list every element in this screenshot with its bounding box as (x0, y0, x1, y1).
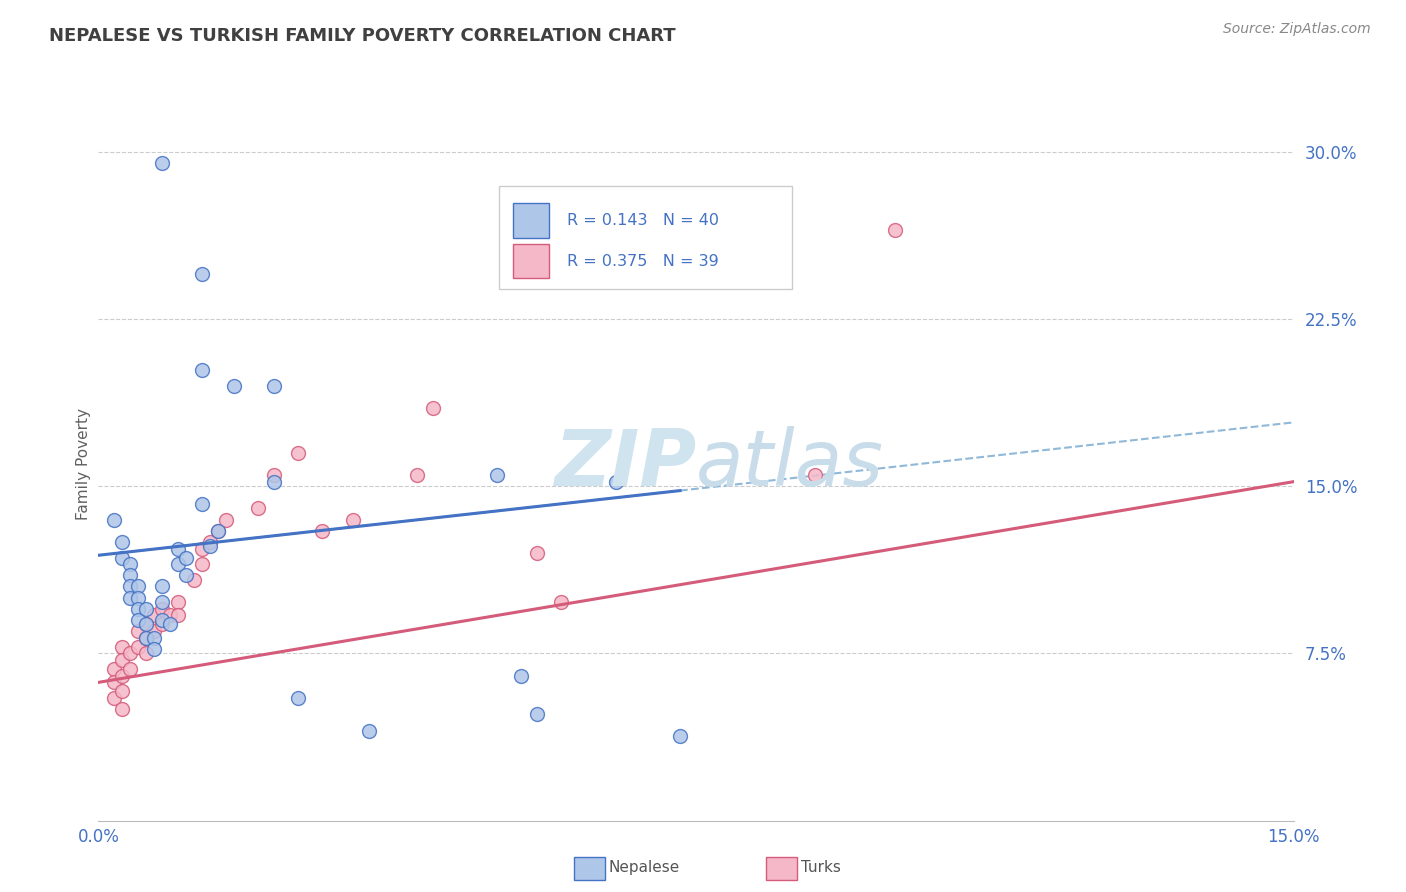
Point (135, 646, 157, 660)
Point (111, 535, 134, 549)
Point (222, 378, 245, 392)
Point (207, 524, 229, 538)
Point (605, 475, 627, 489)
Point (135, 617, 157, 632)
Point (263, 378, 285, 392)
FancyBboxPatch shape (513, 244, 548, 278)
Text: Source: ZipAtlas.com: Source: ZipAtlas.com (1223, 22, 1371, 37)
Point (120, 646, 142, 660)
Text: R = 0.375   N = 39: R = 0.375 N = 39 (567, 253, 718, 268)
Point (120, 591, 142, 605)
Point (159, 617, 181, 632)
Point (509, 669, 531, 683)
Point (127, 580, 149, 594)
Point (804, 468, 827, 483)
Point (422, 401, 444, 416)
Point (111, 653, 134, 667)
Point (167, 608, 190, 623)
Point (150, 595, 173, 609)
Y-axis label: Family Poverty: Family Poverty (76, 408, 91, 520)
Point (135, 602, 157, 616)
Point (150, 617, 173, 632)
Point (191, 557, 214, 572)
Point (359, 724, 381, 739)
Point (215, 512, 238, 526)
Point (120, 580, 142, 594)
Point (150, 613, 173, 627)
Point (135, 631, 157, 645)
Point (143, 624, 166, 639)
Point (198, 535, 221, 549)
Point (311, 524, 333, 538)
Point (884, 222, 907, 236)
Point (406, 468, 429, 483)
Point (120, 568, 142, 582)
Point (287, 446, 309, 460)
Point (246, 501, 269, 516)
Point (191, 363, 214, 377)
Point (111, 640, 134, 654)
Point (103, 690, 125, 705)
Point (127, 613, 149, 627)
Point (127, 624, 149, 639)
Point (167, 595, 190, 609)
Point (111, 550, 134, 565)
Text: atlas: atlas (696, 425, 884, 502)
Text: ZIP: ZIP (554, 425, 696, 502)
Point (207, 524, 229, 538)
Point (111, 669, 134, 683)
Point (167, 557, 190, 572)
Point (263, 468, 285, 483)
Point (111, 702, 134, 716)
Point (167, 541, 190, 556)
Point (103, 512, 125, 526)
FancyBboxPatch shape (513, 203, 548, 237)
Point (120, 557, 142, 572)
Point (526, 546, 548, 560)
Point (191, 268, 214, 282)
Text: NEPALESE VS TURKISH FAMILY POVERTY CORRELATION CHART: NEPALESE VS TURKISH FAMILY POVERTY CORRE… (49, 27, 676, 45)
Point (143, 631, 166, 645)
Text: Turks: Turks (801, 860, 841, 874)
Text: Nepalese: Nepalese (609, 860, 681, 874)
Point (342, 512, 364, 526)
Point (263, 475, 285, 489)
Point (485, 468, 508, 483)
Point (135, 631, 157, 645)
Point (191, 497, 214, 511)
Point (120, 662, 142, 676)
Point (103, 662, 125, 676)
Point (183, 573, 205, 587)
Point (174, 550, 197, 565)
Point (191, 541, 214, 556)
Point (127, 640, 149, 654)
Text: R = 0.143   N = 40: R = 0.143 N = 40 (567, 213, 718, 228)
Point (135, 617, 157, 632)
Point (159, 608, 181, 623)
FancyBboxPatch shape (499, 186, 792, 289)
Point (287, 690, 309, 705)
Point (550, 595, 572, 609)
Point (111, 684, 134, 698)
Point (150, 602, 173, 616)
Point (143, 642, 166, 657)
Point (174, 568, 197, 582)
Point (150, 156, 173, 170)
Point (669, 729, 692, 743)
Point (143, 608, 166, 623)
Point (526, 706, 548, 721)
Point (198, 539, 221, 553)
Point (103, 675, 125, 690)
Point (150, 580, 173, 594)
Point (127, 591, 149, 605)
Point (127, 602, 149, 616)
